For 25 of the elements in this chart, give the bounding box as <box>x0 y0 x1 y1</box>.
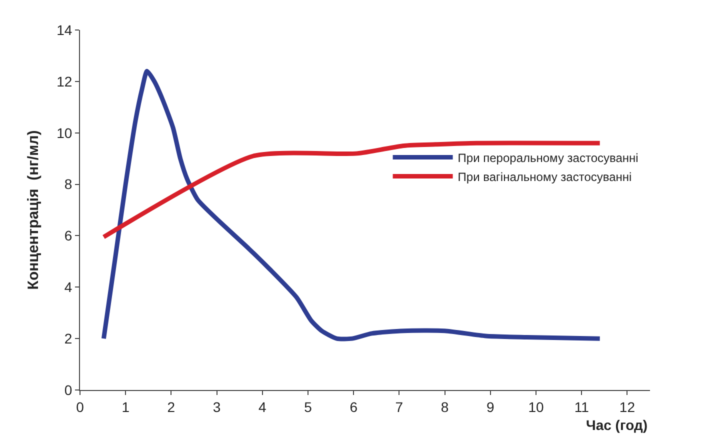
x-axis-title: Час (год) <box>586 417 648 433</box>
y-tick-label: 8 <box>64 176 72 192</box>
y-tick-label: 4 <box>64 279 72 296</box>
legend-label: При пероральному застосуванні <box>458 150 638 165</box>
x-tick-label: 12 <box>619 398 636 415</box>
legend-label: При вагінальному застосуванні <box>458 170 632 184</box>
y-tick-label: 14 <box>56 22 72 38</box>
x-tick-label: 6 <box>350 398 358 415</box>
y-axis-title: Концентрація (нг/мл) <box>24 130 42 290</box>
x-tick-label: 0 <box>76 398 84 415</box>
x-tick-label: 2 <box>167 398 176 415</box>
y-tick-label: 10 <box>56 124 72 141</box>
x-tick-label: 10 <box>528 398 544 415</box>
x-tick-label: 5 <box>304 398 312 415</box>
x-tick-label: 7 <box>395 398 404 415</box>
x-tick-label: 11 <box>574 398 590 415</box>
y-tick-label: 6 <box>64 228 72 244</box>
y-tick-label: 12 <box>56 73 72 90</box>
x-tick-label: 9 <box>486 398 494 415</box>
x-tick-label: 4 <box>258 398 266 415</box>
x-tick-label: 1 <box>122 398 130 415</box>
y-tick-label: 0 <box>64 382 72 398</box>
x-tick-label: 3 <box>212 398 221 415</box>
x-tick-label: 8 <box>440 398 449 415</box>
y-tick-label: 2 <box>64 330 72 346</box>
